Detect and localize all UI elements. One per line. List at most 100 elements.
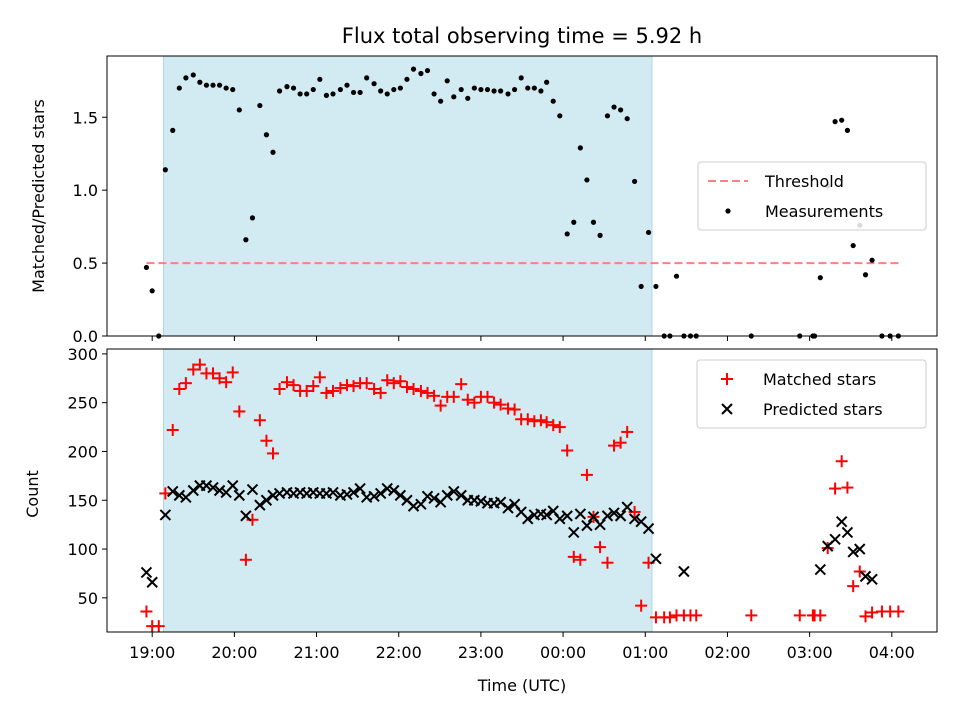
measurement-point (170, 127, 176, 133)
matched-star-point (360, 377, 373, 390)
measurement-point (364, 75, 370, 81)
predicted-star-point (601, 510, 614, 522)
matched-star-point (553, 421, 566, 434)
matched-legend-label: Matched stars (763, 370, 876, 389)
predicted-star-point (502, 502, 514, 514)
predicted-star-point (581, 519, 593, 532)
matched-star-point (394, 375, 407, 388)
bottom-y-tick-label: 150 (67, 491, 98, 510)
top-y-tick-label: 0.0 (73, 327, 98, 346)
matched-star-point (326, 384, 339, 397)
predicted-star-point (841, 526, 854, 539)
measurement-point (263, 132, 270, 138)
measurement-point (538, 88, 544, 94)
matched-star-point (821, 542, 834, 555)
measurement-point (190, 72, 196, 78)
measurement-point (577, 145, 583, 151)
measurement-point (323, 92, 330, 98)
matched-star-point (347, 380, 360, 393)
measurement-point (143, 264, 150, 271)
predicted-star-point (628, 513, 641, 525)
matched-star-point (847, 580, 860, 593)
measurement-point (850, 242, 856, 249)
measurement-point (444, 78, 450, 84)
measurement-point (410, 66, 417, 72)
matched-star-point (574, 553, 587, 566)
measurement-point (290, 85, 297, 91)
measurement-point (869, 257, 875, 263)
measurement-point (844, 127, 851, 133)
predicted-star-point (835, 516, 848, 528)
measurement-point (270, 149, 276, 155)
matched-star-point (508, 403, 521, 416)
measurement-point (839, 117, 845, 123)
x-tick-label: 21:00 (293, 643, 339, 662)
bottom-y-tick-label: 100 (67, 540, 98, 559)
matched-star-point (614, 436, 627, 449)
predicted-star-point (421, 490, 434, 503)
matched-star-point (320, 386, 333, 399)
measurement-point (257, 102, 263, 109)
predicted-legend-swatch (721, 403, 733, 415)
measurement-point (384, 91, 390, 97)
matched-star-point (374, 386, 387, 399)
matched-star-point (621, 425, 634, 438)
ratio-panel-frame (106, 55, 938, 337)
bottom-legend: Matched stars Predicted stars (696, 359, 927, 429)
x-tick-label: 01:00 (622, 643, 668, 662)
measurement-point (371, 81, 377, 87)
measurement-point (638, 283, 644, 290)
x-tick-label: 02:00 (704, 643, 750, 662)
predicted-star-point (354, 482, 366, 495)
measurement-point (597, 232, 603, 238)
matched-star-point (400, 381, 413, 394)
matched-star-point (481, 390, 494, 403)
measurement-point (525, 85, 531, 91)
x-tick-label: 04:00 (869, 643, 915, 662)
predicted-star-point (448, 485, 460, 498)
matched-star-point (628, 505, 641, 518)
predicted-star-point (327, 486, 339, 499)
matched-star-point (368, 383, 381, 396)
measurement-point (391, 86, 397, 93)
predicted-star-point (267, 489, 279, 502)
matched-star-point (690, 609, 703, 622)
predicted-star-point (233, 489, 246, 502)
measurement-point (631, 178, 638, 185)
predicted-star-point (642, 522, 655, 535)
matched-star-point (835, 455, 848, 468)
predicted-star-point (381, 482, 393, 495)
matched-star-point (534, 414, 547, 427)
bottom-y-axis-label: Count (23, 470, 42, 518)
measurement-point (498, 88, 504, 94)
predicted-star-point (394, 489, 407, 502)
matched-star-point (140, 605, 153, 618)
predicted-star-point (829, 533, 841, 546)
predicted-star-point (494, 496, 507, 508)
measurement-point (512, 86, 518, 93)
matched-star-point (273, 383, 286, 396)
matched-star-point (233, 405, 246, 418)
predicted-star-point (568, 526, 580, 539)
matched-star-point (793, 609, 806, 622)
matched-star-point (829, 482, 842, 495)
matched-star-point (207, 367, 220, 380)
predicted-star-point (388, 484, 400, 497)
matched-legend-swatch (721, 373, 733, 385)
measurement-point (618, 107, 624, 113)
measurement-point (611, 104, 617, 110)
matched-star-point (307, 380, 320, 393)
predicted-star-point (347, 486, 360, 499)
matched-star-point (280, 376, 293, 389)
x-tick-label: 03:00 (787, 643, 833, 662)
measurement-point (458, 86, 464, 93)
matched-star-point (267, 447, 279, 460)
measurement-point (862, 272, 869, 278)
matched-star-point (381, 374, 394, 387)
observing-span-shading-bottom (163, 349, 652, 632)
predicted-star-point (140, 566, 153, 579)
predicted-star-point (213, 484, 226, 497)
matched-star-point (152, 620, 165, 633)
matched-star-point (434, 399, 447, 412)
predicted-star-point (574, 508, 587, 520)
